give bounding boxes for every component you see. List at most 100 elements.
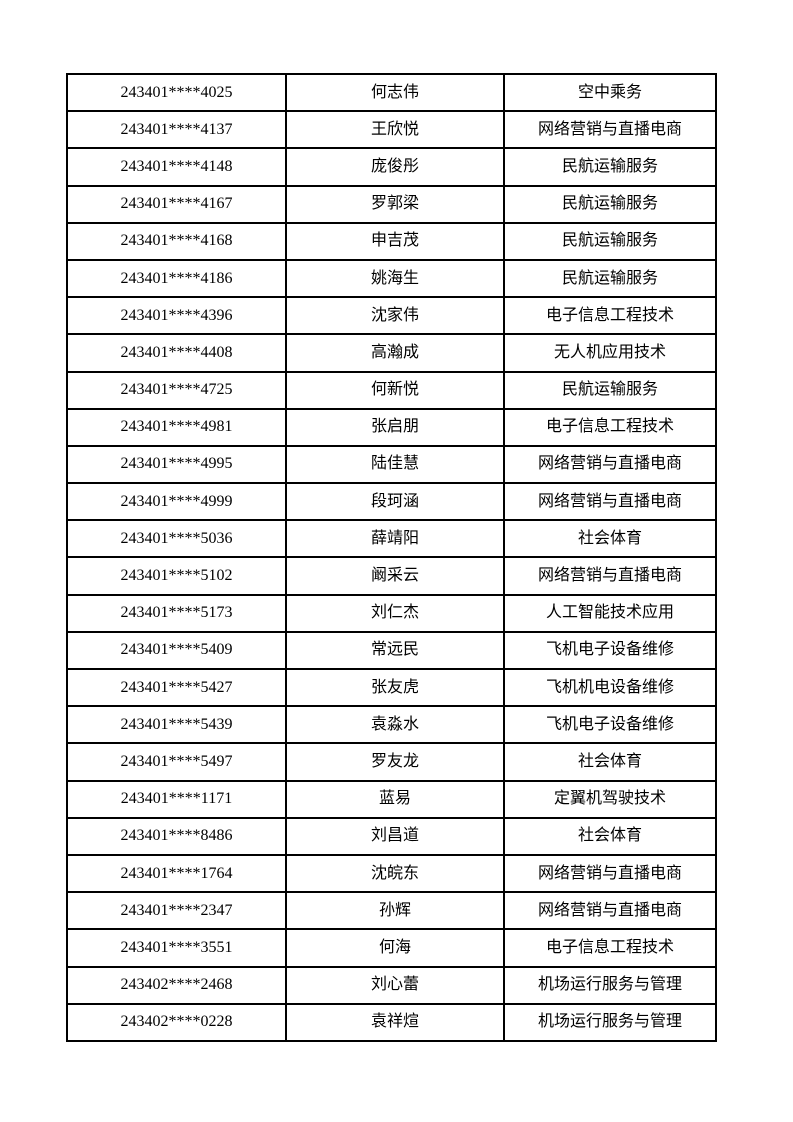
student-id-cell: 243401****5497 xyxy=(66,742,287,782)
major-cell: 机场运行服务与管理 xyxy=(503,1002,717,1043)
major-cell: 电子信息工程技术 xyxy=(503,296,717,336)
name-cell: 姚海生 xyxy=(285,258,505,299)
table-row: 243401****2347 孙辉 网络营销与直播电商 xyxy=(66,891,717,931)
major-cell: 无人机应用技术 xyxy=(503,333,717,373)
name-cell: 罗郭梁 xyxy=(285,184,505,224)
name-cell: 王欣悦 xyxy=(285,110,505,150)
table-row: 243401****1764 沈皖东 网络营销与直播电商 xyxy=(66,853,717,894)
table-row: 243401****4168 申吉茂 民航运输服务 xyxy=(66,221,717,261)
table-row: 243401****5409 常远民 飞机电子设备维修 xyxy=(66,630,717,671)
student-id-cell: 243401****4148 xyxy=(66,147,287,187)
name-cell: 段珂涵 xyxy=(285,482,505,522)
table-row: 243401****5036 薛靖阳 社会体育 xyxy=(66,519,717,559)
table-row: 243401****4999 段珂涵 网络营销与直播电商 xyxy=(66,482,717,522)
student-id-cell: 243401****5427 xyxy=(66,667,287,708)
major-cell: 网络营销与直播电商 xyxy=(503,853,717,894)
major-cell: 民航运输服务 xyxy=(503,258,717,299)
table-row: 243401****8486 刘昌道 社会体育 xyxy=(66,816,717,856)
name-cell: 刘心蕾 xyxy=(285,965,505,1005)
major-cell: 社会体育 xyxy=(503,816,717,856)
major-cell: 飞机电子设备维修 xyxy=(503,705,717,745)
name-cell: 蓝易 xyxy=(285,779,505,819)
name-cell: 袁祥煊 xyxy=(285,1002,505,1043)
table-row: 243401****4025 何志伟 空中乘务 xyxy=(66,72,717,113)
major-cell: 人工智能技术应用 xyxy=(503,593,717,633)
student-id-cell: 243401****4981 xyxy=(66,407,287,447)
major-cell: 飞机电子设备维修 xyxy=(503,630,717,671)
major-cell: 社会体育 xyxy=(503,742,717,782)
table-row: 243401****4167 罗郭梁 民航运输服务 xyxy=(66,184,717,224)
name-cell: 孙辉 xyxy=(285,891,505,931)
table-row: 243401****4148 庞俊彤 民航运输服务 xyxy=(66,147,717,187)
student-id-cell: 243401****5036 xyxy=(66,519,287,559)
student-id-cell: 243401****1764 xyxy=(66,853,287,894)
student-id-cell: 243401****5173 xyxy=(66,593,287,633)
major-cell: 空中乘务 xyxy=(503,72,717,113)
table-row: 243401****4396 沈家伟 电子信息工程技术 xyxy=(66,296,717,336)
name-cell: 何海 xyxy=(285,928,505,968)
name-cell: 庞俊彤 xyxy=(285,147,505,187)
table-row: 243401****4408 高瀚成 无人机应用技术 xyxy=(66,333,717,373)
table-row: 243402****2468 刘心蕾 机场运行服务与管理 xyxy=(66,965,717,1005)
name-cell: 沈家伟 xyxy=(285,296,505,336)
table-row: 243401****5427 张友虎 飞机机电设备维修 xyxy=(66,667,717,708)
student-id-cell: 243402****0228 xyxy=(66,1002,287,1043)
table-row: 243401****3551 何海 电子信息工程技术 xyxy=(66,928,717,968)
student-id-cell: 243401****4396 xyxy=(66,296,287,336)
major-cell: 网络营销与直播电商 xyxy=(503,444,717,485)
major-cell: 社会体育 xyxy=(503,519,717,559)
student-id-cell: 243401****3551 xyxy=(66,928,287,968)
name-cell: 罗友龙 xyxy=(285,742,505,782)
major-cell: 网络营销与直播电商 xyxy=(503,110,717,150)
major-cell: 网络营销与直播电商 xyxy=(503,891,717,931)
student-id-cell: 243401****5439 xyxy=(66,705,287,745)
name-cell: 刘仁杰 xyxy=(285,593,505,633)
name-cell: 沈皖东 xyxy=(285,853,505,894)
table-row: 243401****4725 何新悦 民航运输服务 xyxy=(66,370,717,410)
major-cell: 电子信息工程技术 xyxy=(503,407,717,447)
major-cell: 定翼机驾驶技术 xyxy=(503,779,717,819)
student-id-cell: 243401****4167 xyxy=(66,184,287,224)
student-id-cell: 243401****4137 xyxy=(66,110,287,150)
student-id-cell: 243401****4025 xyxy=(66,72,287,113)
table-row: 243401****5497 罗友龙 社会体育 xyxy=(66,742,717,782)
student-id-cell: 243401****4999 xyxy=(66,482,287,522)
student-id-cell: 243401****4186 xyxy=(66,258,287,299)
student-id-cell: 243401****5102 xyxy=(66,556,287,596)
student-id-cell: 243401****2347 xyxy=(66,891,287,931)
major-cell: 电子信息工程技术 xyxy=(503,928,717,968)
student-id-cell: 243401****4725 xyxy=(66,370,287,410)
name-cell: 袁淼水 xyxy=(285,705,505,745)
table-row: 243401****5173 刘仁杰 人工智能技术应用 xyxy=(66,593,717,633)
name-cell: 刘昌道 xyxy=(285,816,505,856)
table-row: 243401****5102 阚采云 网络营销与直播电商 xyxy=(66,556,717,596)
major-cell: 民航运输服务 xyxy=(503,221,717,261)
name-cell: 何志伟 xyxy=(285,72,505,113)
student-id-cell: 243401****4168 xyxy=(66,221,287,261)
name-cell: 何新悦 xyxy=(285,370,505,410)
major-cell: 民航运输服务 xyxy=(503,370,717,410)
table-row: 243401****4186 姚海生 民航运输服务 xyxy=(66,258,717,299)
table-row: 243401****4137 王欣悦 网络营销与直播电商 xyxy=(66,110,717,150)
name-cell: 常远民 xyxy=(285,630,505,671)
name-cell: 阚采云 xyxy=(285,556,505,596)
name-cell: 张启朋 xyxy=(285,407,505,447)
major-cell: 机场运行服务与管理 xyxy=(503,965,717,1005)
table-row: 243401****1171 蓝易 定翼机驾驶技术 xyxy=(66,779,717,819)
major-cell: 民航运输服务 xyxy=(503,147,717,187)
name-cell: 高瀚成 xyxy=(285,333,505,373)
student-id-cell: 243402****2468 xyxy=(66,965,287,1005)
table-body: 243401****4025 何志伟 空中乘务 243401****4137 王欣悦 网络… xyxy=(66,72,717,1043)
name-cell: 张友虎 xyxy=(285,667,505,708)
student-id-cell: 243401****4995 xyxy=(66,444,287,485)
table-row: 243401****5439 袁淼水 飞机电子设备维修 xyxy=(66,705,717,745)
table-row: 243401****4981 张启朋 电子信息工程技术 xyxy=(66,407,717,447)
major-cell: 民航运输服务 xyxy=(503,184,717,224)
major-cell: 飞机机电设备维修 xyxy=(503,667,717,708)
student-id-cell: 243401****8486 xyxy=(66,816,287,856)
table-row: 243401****4995 陆佳慧 网络营销与直播电商 xyxy=(66,444,717,485)
student-id-cell: 243401****1171 xyxy=(66,779,287,819)
student-id-cell: 243401****5409 xyxy=(66,630,287,671)
major-cell: 网络营销与直播电商 xyxy=(503,556,717,596)
